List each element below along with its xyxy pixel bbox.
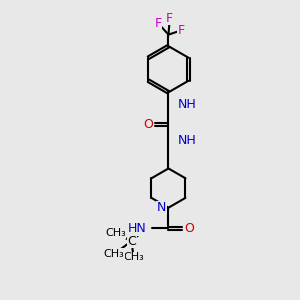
Text: O: O [184, 222, 194, 235]
Text: F: F [166, 11, 173, 25]
Text: C: C [127, 235, 136, 248]
Text: CH₃: CH₃ [124, 252, 144, 262]
Text: F: F [178, 24, 185, 37]
Text: NH: NH [178, 98, 197, 112]
Text: F: F [154, 16, 162, 30]
Text: CH₃: CH₃ [104, 249, 124, 259]
Text: O: O [143, 118, 153, 131]
Text: CH₃: CH₃ [105, 228, 126, 238]
Text: HN: HN [127, 222, 146, 235]
Text: NH: NH [178, 134, 197, 147]
Text: N: N [157, 201, 166, 214]
